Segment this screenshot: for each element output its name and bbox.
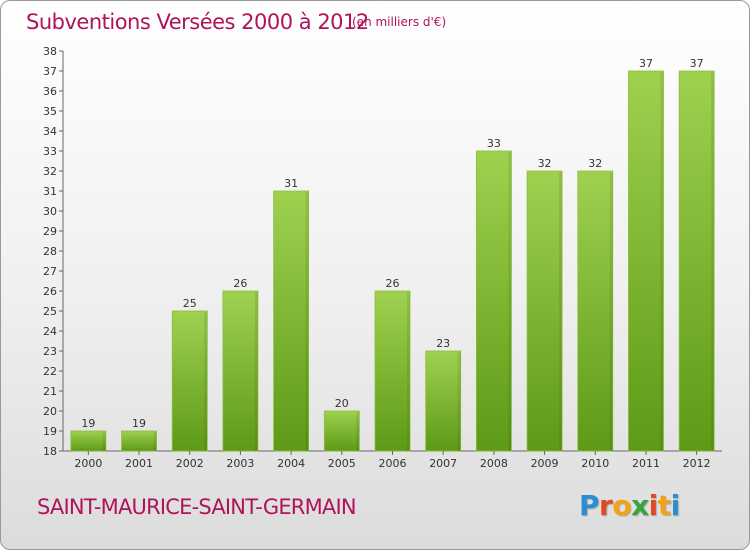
- y-tick-label: 19: [43, 425, 57, 438]
- bar[interactable]: [121, 430, 157, 452]
- bar-value-label: 31: [284, 177, 298, 190]
- y-tick-label: 33: [43, 145, 57, 158]
- bar[interactable]: [628, 70, 664, 452]
- logo-letter: i: [648, 489, 659, 522]
- x-tick-label: 2002: [176, 457, 204, 470]
- x-tick-label: 2007: [429, 457, 457, 470]
- x-tick-label: 2001: [125, 457, 153, 470]
- chart-data-labels: 19 19 25 26 31 20 26 23 33 32 32 37 37: [81, 57, 703, 430]
- y-tick-label: 38: [43, 45, 57, 58]
- chart-bars: [70, 70, 715, 452]
- proxiti-logo[interactable]: Proxiti: [579, 489, 680, 522]
- y-tick-label: 25: [43, 305, 57, 318]
- bar-shade: [559, 172, 563, 451]
- x-tick-label: 2000: [74, 457, 102, 470]
- y-tick-label: 35: [43, 105, 57, 118]
- x-tick-label: 2010: [581, 457, 609, 470]
- chart-y-ticks: 18 19 20 21 22 23 24 25 26 27 28 29 30 31 32 33 34 35 36 37…: [43, 45, 63, 458]
- bar-value-label: 33: [487, 137, 501, 150]
- commune-name: SAINT-MAURICE-SAINT-GERMAIN: [37, 495, 357, 519]
- bar-value-label: 19: [132, 417, 146, 430]
- y-tick-label: 20: [43, 405, 57, 418]
- y-tick-label: 21: [43, 385, 57, 398]
- y-tick-label: 22: [43, 365, 57, 378]
- chart-title: Subventions Versées 2000 à 2012: [26, 10, 369, 34]
- bar[interactable]: [678, 70, 715, 452]
- bar-shade: [254, 292, 258, 451]
- bar-shade: [508, 152, 512, 451]
- y-tick-label: 26: [43, 285, 57, 298]
- bar-value-label: 26: [233, 277, 247, 290]
- bar-shade: [102, 432, 106, 451]
- y-tick-label: 32: [43, 165, 57, 178]
- bar[interactable]: [70, 430, 107, 452]
- y-tick-label: 30: [43, 205, 57, 218]
- bar-value-label: 20: [335, 397, 349, 410]
- bar[interactable]: [273, 190, 310, 452]
- logo-letter: P: [579, 489, 600, 522]
- y-tick-label: 37: [43, 65, 57, 78]
- y-tick-label: 23: [43, 345, 57, 358]
- bar[interactable]: [171, 310, 208, 452]
- y-tick-label: 34: [43, 125, 57, 138]
- x-tick-label: 2004: [277, 457, 305, 470]
- bar[interactable]: [577, 170, 614, 452]
- bar-value-label: 32: [588, 157, 602, 170]
- y-tick-label: 18: [43, 445, 57, 458]
- bar[interactable]: [425, 350, 462, 452]
- bar[interactable]: [323, 410, 360, 452]
- bar[interactable]: [475, 150, 512, 452]
- y-tick-label: 24: [43, 325, 57, 338]
- logo-letter: x: [631, 489, 649, 522]
- bar-shade: [407, 292, 410, 451]
- x-tick-label: 2005: [328, 457, 356, 470]
- bar-value-label: 23: [436, 337, 450, 350]
- chart-subtitle: (en milliers d'€): [352, 15, 447, 29]
- bar-shade: [457, 352, 461, 451]
- bar-value-label: 37: [639, 57, 653, 70]
- logo-letter: t: [657, 489, 671, 522]
- bar[interactable]: [526, 170, 563, 452]
- y-tick-label: 36: [43, 85, 57, 98]
- bar-value-label: 37: [690, 57, 704, 70]
- bar-shade: [356, 412, 360, 451]
- x-tick-label: 2003: [226, 457, 254, 470]
- logo-letter: o: [612, 489, 632, 522]
- bar-value-label: 32: [538, 157, 552, 170]
- x-tick-label: 2006: [379, 457, 407, 470]
- bar-shade: [204, 312, 208, 451]
- x-tick-label: 2009: [531, 457, 559, 470]
- bar-shade: [711, 72, 715, 451]
- y-tick-label: 27: [43, 265, 57, 278]
- bar-shade: [305, 192, 309, 451]
- bar-shade: [609, 172, 613, 451]
- logo-letter: r: [599, 489, 613, 522]
- bar-shade: [153, 432, 157, 451]
- bar[interactable]: [222, 290, 259, 452]
- x-tick-label: 2008: [480, 457, 508, 470]
- logo-letter: i: [670, 489, 681, 522]
- x-tick-label: 2012: [683, 457, 711, 470]
- bar-value-label: 26: [386, 277, 400, 290]
- bar-shade: [660, 72, 664, 451]
- y-tick-label: 31: [43, 185, 57, 198]
- chart-x-ticks: 2000 2001 2002 2003 2004 2005 2006 2007 2008 2009…: [74, 451, 711, 470]
- bar[interactable]: [374, 290, 411, 452]
- x-tick-label: 2011: [632, 457, 660, 470]
- bar-value-label: 25: [183, 297, 197, 310]
- y-tick-label: 28: [43, 245, 57, 258]
- y-tick-label: 29: [43, 225, 57, 238]
- bar-value-label: 19: [81, 417, 95, 430]
